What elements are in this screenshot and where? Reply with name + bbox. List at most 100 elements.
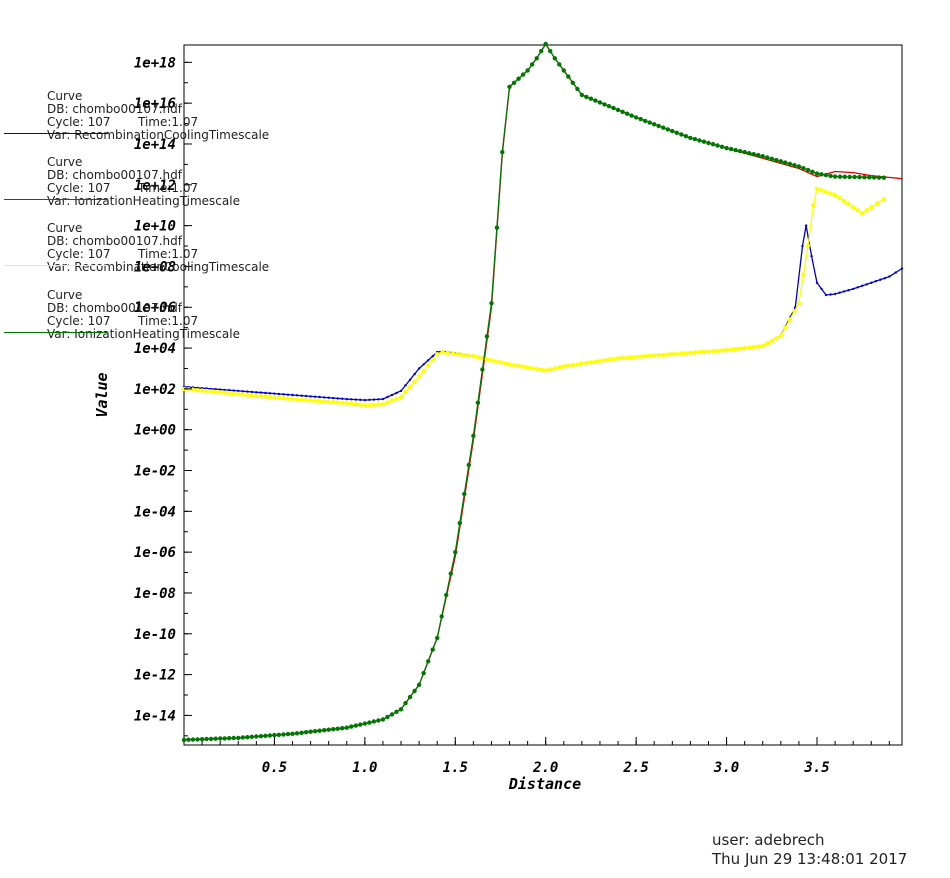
data-point <box>371 402 377 407</box>
data-point <box>435 352 440 357</box>
data-point <box>344 725 349 730</box>
data-point <box>326 727 331 732</box>
data-point <box>385 400 390 405</box>
y-axis-label: Value <box>93 372 111 417</box>
data-point <box>832 174 838 179</box>
tick-layer: 0.5 1.0 1.5 2.0 2.5 3.0 3.5 1e+18 1e+16 1e+14 1e+1… <box>134 55 890 776</box>
data-point <box>643 354 648 359</box>
x-tick-label: 0.5 <box>262 760 287 776</box>
data-point <box>579 92 585 98</box>
data-point <box>656 123 661 129</box>
data-point <box>259 391 263 394</box>
data-point <box>611 356 616 362</box>
data-point <box>778 333 783 338</box>
data-point <box>222 390 227 395</box>
data-point <box>245 392 250 397</box>
data-point <box>435 635 440 641</box>
data-point <box>295 394 299 397</box>
timestamp-label: Thu Jun 29 13:48:01 2017 <box>712 850 908 868</box>
data-point <box>232 389 235 392</box>
data-point <box>548 367 553 372</box>
data-point <box>227 736 232 741</box>
data-point <box>871 175 877 180</box>
data-point <box>841 198 847 204</box>
data-point <box>879 278 882 281</box>
data-point <box>814 171 820 176</box>
data-point <box>213 389 218 395</box>
data-point <box>733 346 738 352</box>
data-point <box>277 392 281 396</box>
series-markers-4 <box>181 41 887 743</box>
data-point <box>332 396 335 400</box>
data-point <box>742 149 747 155</box>
data-point <box>543 368 548 373</box>
data-point <box>254 734 259 739</box>
data-point <box>516 76 521 81</box>
data-point <box>724 347 729 353</box>
data-point <box>683 134 689 139</box>
data-point <box>874 280 877 283</box>
data-point <box>857 174 862 180</box>
data-point <box>285 731 291 737</box>
data-point <box>706 349 711 354</box>
data-point <box>380 402 386 407</box>
data-point <box>828 173 833 179</box>
data-point <box>810 169 815 174</box>
data-point <box>801 244 804 248</box>
data-point <box>367 720 372 725</box>
y-tick-label: 1e-08 <box>134 586 176 602</box>
data-point <box>837 174 843 179</box>
data-point <box>398 394 404 400</box>
data-point <box>862 175 867 180</box>
data-point <box>466 353 471 358</box>
data-point <box>819 172 824 177</box>
data-point <box>416 682 422 687</box>
data-point <box>240 392 245 397</box>
data-point <box>258 393 264 399</box>
data-point <box>679 132 684 137</box>
data-point <box>706 140 711 146</box>
data-point <box>525 68 530 73</box>
data-point <box>724 145 729 151</box>
data-point <box>249 734 254 739</box>
data-point <box>661 352 666 358</box>
data-point <box>331 399 336 405</box>
data-point <box>358 722 363 727</box>
data-point <box>322 399 327 404</box>
data-point <box>566 74 571 79</box>
data-point <box>249 393 254 398</box>
y-tick-label: 1e+16 <box>134 96 176 112</box>
x-tick-label: 1.5 <box>443 760 468 776</box>
data-point <box>823 189 829 195</box>
data-point <box>231 391 236 396</box>
data-point <box>389 712 395 717</box>
data-point <box>597 100 603 105</box>
y-tick-label: 1e+02 <box>134 382 176 398</box>
data-point <box>181 737 187 743</box>
data-point <box>602 358 607 363</box>
data-point <box>783 160 788 165</box>
data-point <box>427 359 430 362</box>
y-tick-label: 1e+12 <box>134 178 176 194</box>
data-point <box>471 354 476 359</box>
data-point <box>416 374 422 379</box>
data-point <box>670 128 675 134</box>
data-point <box>638 354 643 359</box>
data-point <box>856 286 859 289</box>
data-point <box>584 94 589 100</box>
data-point <box>308 398 313 403</box>
data-point <box>303 397 309 403</box>
y-tick-label: 1e-14 <box>134 708 176 724</box>
data-point <box>309 395 312 398</box>
x-tick-label: 3.5 <box>803 760 829 776</box>
data-point <box>665 352 670 357</box>
data-point <box>404 384 407 387</box>
data-point <box>842 174 847 179</box>
data-point <box>190 387 196 392</box>
data-point <box>445 350 450 355</box>
data-point <box>665 127 670 132</box>
data-point <box>290 731 295 736</box>
data-point <box>796 164 802 169</box>
data-point <box>493 359 499 364</box>
